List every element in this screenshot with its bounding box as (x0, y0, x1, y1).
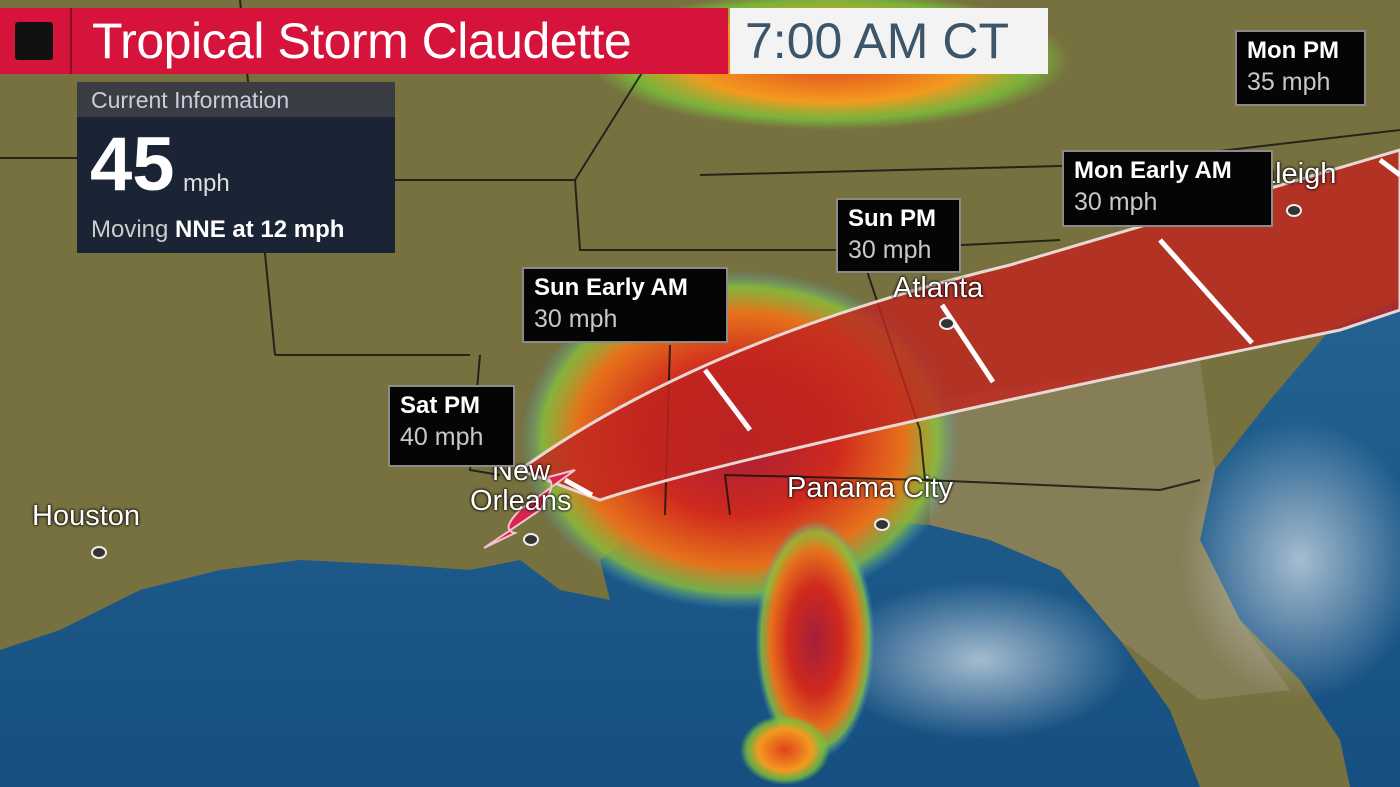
forecast-time: Sun Early AM (534, 274, 688, 301)
panama-city-dot (874, 518, 890, 531)
forecast-wind: 30 mph (1074, 188, 1158, 216)
moving-value: NNE at 12 mph (175, 216, 345, 243)
forecast-label-mon-pm: Mon PM 35 mph (1235, 30, 1366, 106)
max-wind-value: 45 (90, 122, 175, 207)
current-info-heading: Current Information (77, 82, 395, 117)
forecast-time: Mon Early AM (1074, 157, 1232, 184)
forecast-time: Sun PM (848, 205, 936, 232)
forecast-wind: 40 mph (400, 423, 484, 451)
title-bar (0, 8, 728, 74)
forecast-wind: 30 mph (534, 305, 618, 333)
atlanta-dot (939, 317, 955, 330)
city-houston: Houston (32, 500, 141, 532)
title-divider (70, 8, 76, 74)
forecast-time: Mon PM (1247, 37, 1339, 64)
storm-title: Tropical Storm Claudette (92, 13, 632, 69)
forecast-label-sun-early-am: Sun Early AM 30 mph (522, 267, 728, 343)
forecast-label-sun-pm: Sun PM 30 mph (836, 198, 961, 273)
city-new-orleans-line2: Orleans (470, 485, 572, 517)
city-panama-city: Panama City (787, 472, 954, 504)
raleigh-dot (1286, 204, 1302, 217)
new-orleans-dot (523, 533, 539, 546)
forecast-time: Sat PM (400, 392, 481, 419)
current-info-panel: Current Information 45 mph Moving NNE at… (77, 82, 395, 253)
time-label: 7:00 AM CT (745, 13, 1009, 69)
time-box (730, 8, 1048, 74)
movement: Moving NNE at 12 mph (91, 216, 344, 244)
forecast-wind: 30 mph (848, 236, 932, 264)
moving-label: Moving (91, 216, 169, 243)
forecast-label-sat-pm: Sat PM 40 mph (388, 385, 515, 467)
forecast-wind: 35 mph (1247, 68, 1331, 96)
max-wind-unit: mph (183, 170, 230, 197)
tropical-storm-icon (483, 469, 576, 549)
square-icon (15, 22, 53, 60)
houston-dot (91, 546, 107, 559)
forecast-label-mon-early-am: Mon Early AM 30 mph (1062, 150, 1273, 227)
city-atlanta: Atlanta (893, 272, 984, 304)
